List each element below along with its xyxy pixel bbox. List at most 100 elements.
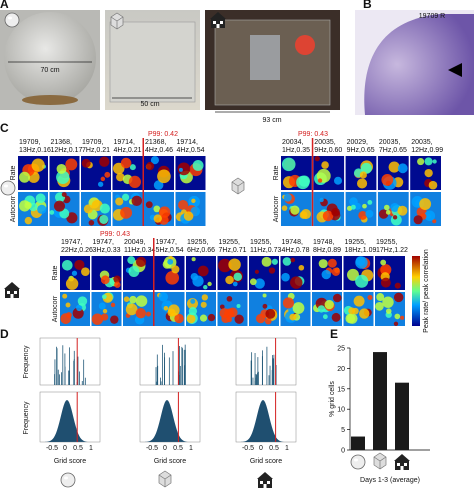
icon xyxy=(4,282,20,298)
cell-label: 9Hz,0.65 xyxy=(347,147,375,154)
map-blob xyxy=(393,321,399,326)
cell-label: 21368, xyxy=(145,139,166,146)
bedding xyxy=(22,95,78,105)
x-tick-label: -0.5 xyxy=(146,445,158,452)
map-blob xyxy=(348,307,356,315)
map-blob xyxy=(347,268,359,281)
map-blob xyxy=(100,275,110,285)
bar xyxy=(351,436,365,450)
cell-label: 13Hz,0.16 xyxy=(19,147,51,154)
map-blob xyxy=(71,270,78,276)
map-blob xyxy=(190,206,201,217)
p99-label: P99: 0.42 xyxy=(148,131,178,138)
map-blob xyxy=(128,175,141,189)
map-blob xyxy=(265,308,276,319)
map-blob xyxy=(324,299,334,310)
cell-label: 19255, xyxy=(219,239,240,246)
map-blob xyxy=(331,312,341,322)
map-blob xyxy=(178,199,189,210)
map-blob xyxy=(19,171,31,183)
map-blob xyxy=(333,293,342,303)
hist-frame xyxy=(139,391,201,443)
map-blob xyxy=(98,302,106,310)
row-label: Autocorr xyxy=(52,295,59,322)
map-blob xyxy=(190,272,199,281)
map-blob xyxy=(65,277,79,290)
map-blob xyxy=(300,208,312,220)
map-blob xyxy=(35,193,46,204)
map-blob xyxy=(327,258,337,268)
map-blob xyxy=(345,313,356,324)
x-tick-label: 0.5 xyxy=(73,445,83,452)
map-blob xyxy=(380,277,391,288)
map-blob xyxy=(113,275,121,284)
hist-frame xyxy=(235,391,297,443)
y-tick-label: 25 xyxy=(337,346,345,353)
p99-label: P99: 0.43 xyxy=(100,231,130,238)
map-blob xyxy=(228,258,241,271)
map-blob xyxy=(186,314,196,324)
cell-label: 17Hz,1.22 xyxy=(376,247,408,254)
map-blob xyxy=(261,256,272,267)
map-blob xyxy=(317,305,326,313)
cell-label: 19747, xyxy=(93,239,114,246)
map-blob xyxy=(394,282,401,289)
map-blob xyxy=(114,281,121,288)
sphere xyxy=(4,12,96,104)
x-axis-label: Grid score xyxy=(154,458,186,465)
map-blob xyxy=(417,157,425,166)
map-blob xyxy=(99,156,110,167)
cell-label: 19748, xyxy=(313,239,334,246)
row-label: Rate xyxy=(273,166,280,181)
map-blob xyxy=(65,302,71,308)
map-blob xyxy=(65,158,78,171)
map-blob xyxy=(283,193,292,202)
x-axis-label: Days 1-3 (average) xyxy=(360,477,420,484)
map-blob xyxy=(145,311,151,317)
map-blob xyxy=(116,172,125,182)
map-blob xyxy=(290,276,303,289)
map-blob xyxy=(81,158,91,168)
x-tick-label: 0.5 xyxy=(269,445,279,452)
map-blob xyxy=(24,216,33,225)
y-tick-label: 15 xyxy=(337,386,345,393)
map-blob xyxy=(197,265,209,277)
map-blob xyxy=(191,198,196,204)
x-tick-label: 0 xyxy=(63,445,67,452)
map-blob xyxy=(225,275,234,285)
map-blob xyxy=(66,212,78,224)
map-blob xyxy=(53,200,66,212)
map-blob xyxy=(56,170,70,184)
cell-label: 19255, xyxy=(250,239,271,246)
map-blob xyxy=(281,272,290,282)
map-blob xyxy=(145,201,153,209)
map-blob xyxy=(101,313,109,321)
toy xyxy=(250,35,280,80)
cell-label: 4Hz,0.78 xyxy=(282,247,310,254)
cell-label: 12Hz,0.17 xyxy=(51,147,83,154)
map-blob xyxy=(174,313,184,324)
map-blob xyxy=(271,258,278,265)
map-blob xyxy=(101,294,107,300)
map-blob xyxy=(333,176,343,185)
map-blob xyxy=(227,307,238,318)
cell-label: 4Hz,0.54 xyxy=(177,147,205,154)
map-blob xyxy=(178,167,183,172)
map-blob xyxy=(153,180,164,190)
map-blob xyxy=(200,301,207,308)
map-blob xyxy=(413,215,423,225)
map-blob xyxy=(233,272,242,282)
map-blob xyxy=(384,204,390,211)
cell-label: 7Hz,0.65 xyxy=(379,147,407,154)
map-blob xyxy=(115,197,124,206)
map-blob xyxy=(102,308,108,314)
map-blob xyxy=(331,207,340,217)
map-blob xyxy=(31,158,45,172)
map-blob xyxy=(367,200,373,205)
icon xyxy=(110,12,124,30)
map-blob xyxy=(254,269,260,274)
map-blob xyxy=(123,296,130,302)
map-blob xyxy=(254,278,265,289)
cell-label: 20029, xyxy=(347,139,368,146)
map-blob xyxy=(382,296,394,308)
